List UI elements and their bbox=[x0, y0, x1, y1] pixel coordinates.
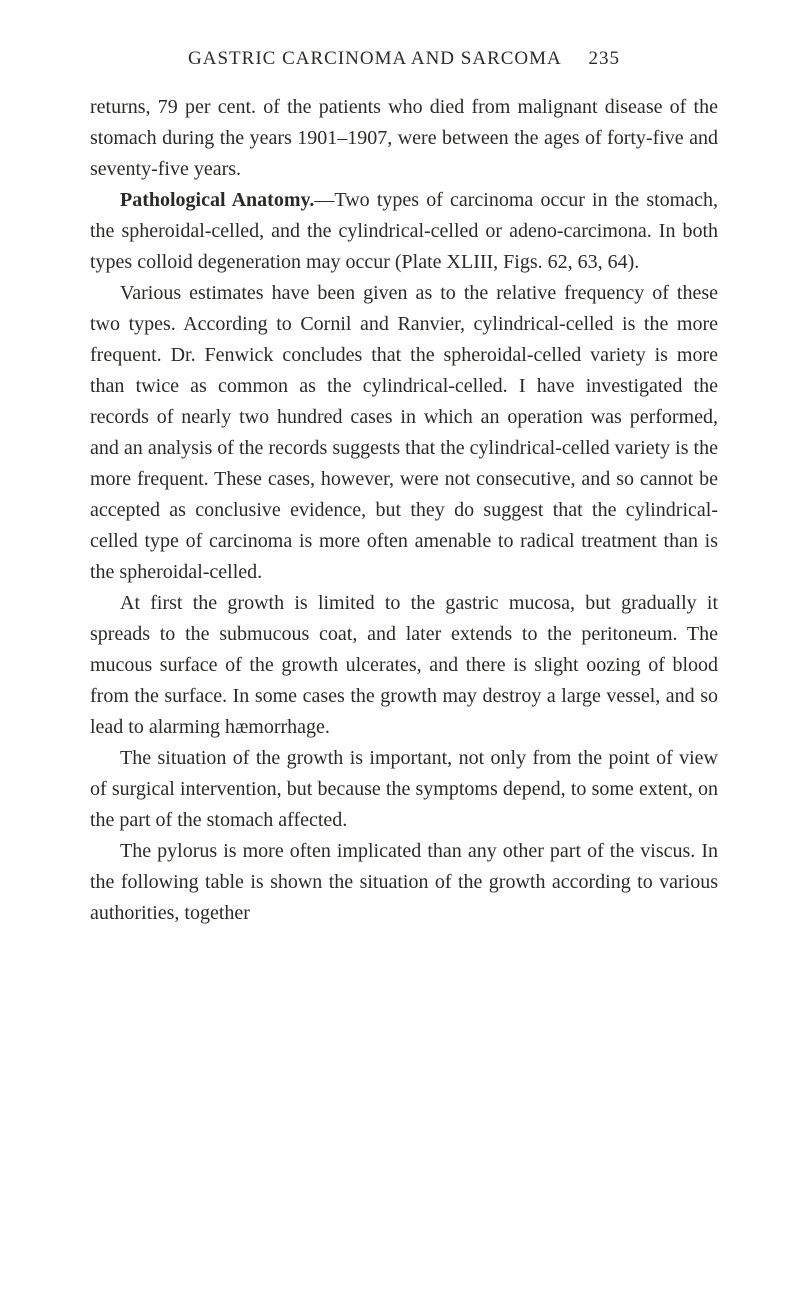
paragraph-5: The situation of the growth is important… bbox=[90, 743, 718, 836]
paragraph-4: At first the growth is limited to the ga… bbox=[90, 588, 718, 743]
header-title: GASTRIC CARCINOMA AND SARCOMA bbox=[188, 48, 561, 69]
paragraph-2: Pathological Anatomy.—Two types of carci… bbox=[90, 185, 718, 278]
paragraph-3: Various estimates have been given as to … bbox=[90, 278, 718, 588]
paragraph-1: returns, 79 per cent. of the patients wh… bbox=[90, 92, 718, 185]
paragraph-6: The pylorus is more often implicated tha… bbox=[90, 836, 718, 929]
page-header: GASTRIC CARCINOMA AND SARCOMA 235 bbox=[90, 48, 718, 70]
page-number: 235 bbox=[588, 48, 620, 69]
paragraph-2-lead: Pathological Anatomy. bbox=[120, 189, 314, 211]
